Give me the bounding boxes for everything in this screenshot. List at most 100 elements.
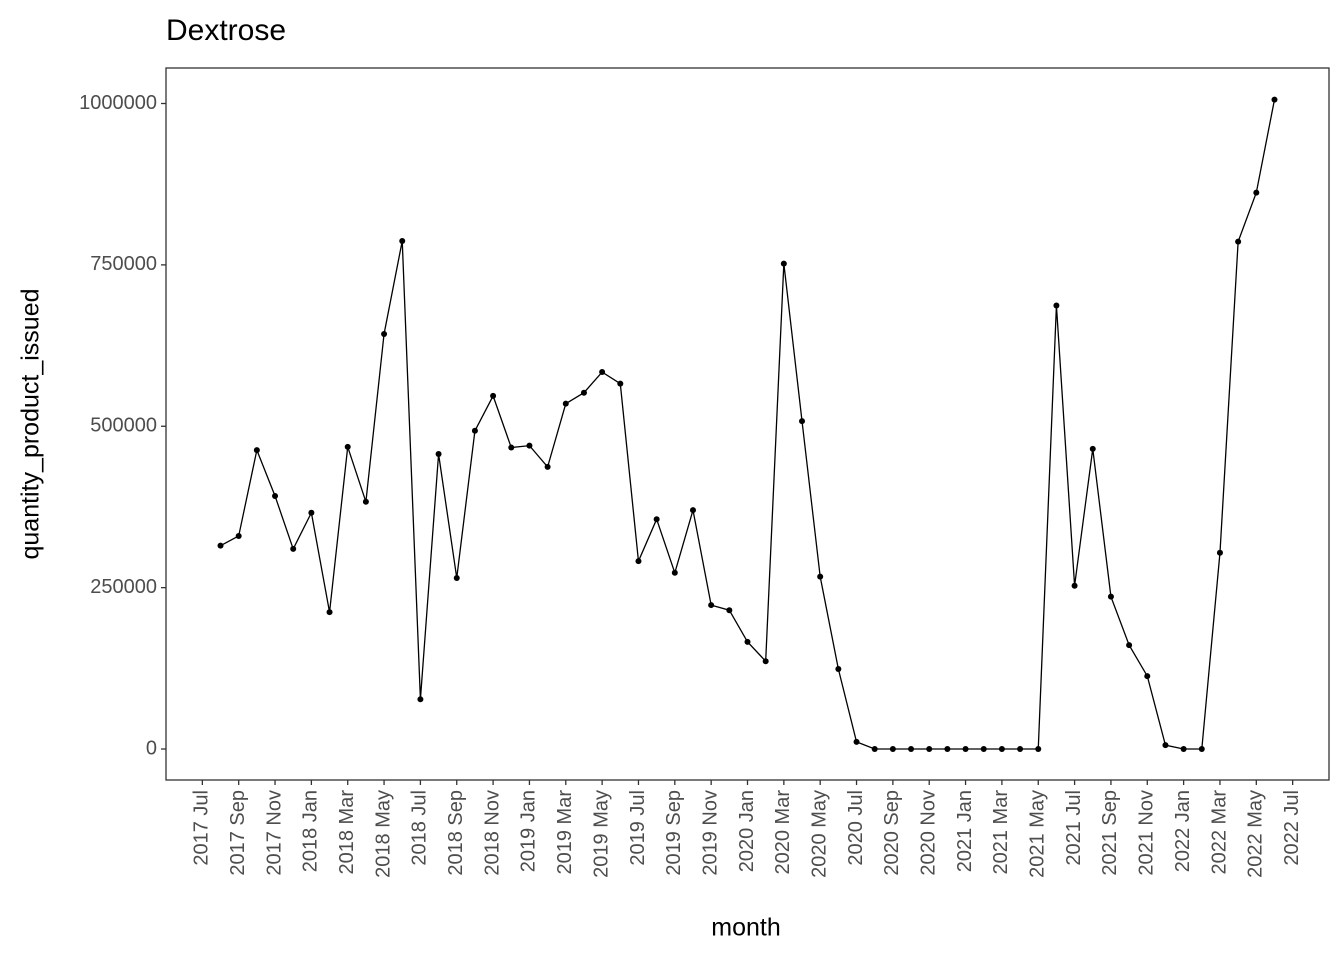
- data-point: [435, 451, 442, 458]
- data-point: [253, 447, 260, 454]
- y-tick-label: 500000: [90, 415, 157, 437]
- data-point: [889, 746, 896, 753]
- x-tick-label: 2020 Sep: [881, 790, 903, 876]
- data-point: [471, 427, 478, 434]
- x-tick-label: 2019 Jul: [627, 790, 649, 866]
- data-point: [1053, 302, 1060, 309]
- data-point: [1271, 96, 1278, 103]
- x-tick-label: 2020 May: [808, 790, 830, 878]
- data-point: [871, 746, 878, 753]
- x-tick-label: 2021 Nov: [1136, 790, 1158, 876]
- data-point: [926, 746, 933, 753]
- data-point: [1180, 746, 1187, 753]
- data-point: [1126, 642, 1133, 649]
- x-tick-label: 2022 Jul: [1281, 790, 1303, 866]
- data-point: [599, 369, 606, 376]
- data-point: [799, 418, 806, 425]
- data-point: [417, 696, 424, 703]
- data-point: [617, 380, 624, 387]
- x-tick-label: 2018 Sep: [445, 790, 467, 876]
- data-point: [399, 237, 406, 244]
- x-tick-label: 2017 Jul: [191, 790, 213, 866]
- data-point: [1144, 673, 1151, 680]
- x-tick-label: 2017 Nov: [263, 790, 285, 876]
- chart-title: Dextrose: [166, 14, 286, 47]
- x-tick-label: 2022 May: [1245, 790, 1267, 878]
- data-point: [1162, 742, 1169, 749]
- data-point: [689, 507, 696, 514]
- data-point: [308, 509, 315, 516]
- data-point: [762, 658, 769, 665]
- x-tick-label: 2022 Jan: [1172, 790, 1194, 872]
- data-point: [908, 746, 915, 753]
- data-point: [1089, 445, 1096, 452]
- y-tick-label: 750000: [90, 253, 157, 275]
- data-point: [344, 443, 351, 450]
- data-point: [944, 746, 951, 753]
- data-point: [726, 607, 733, 614]
- x-tick-label: 2021 Jan: [954, 790, 976, 872]
- data-point: [381, 330, 388, 337]
- y-tick-label: 1000000: [79, 92, 157, 114]
- data-point: [708, 602, 715, 609]
- data-point: [1198, 746, 1205, 753]
- data-point: [272, 492, 279, 499]
- data-point: [817, 573, 824, 580]
- y-tick-label: 250000: [90, 576, 157, 598]
- x-tick-label: 2021 Jul: [1063, 790, 1085, 866]
- data-point: [1035, 746, 1042, 753]
- x-tick-label: 2019 May: [590, 790, 612, 878]
- data-point: [1235, 238, 1242, 245]
- data-point: [1107, 593, 1114, 600]
- data-point: [835, 665, 842, 672]
- y-axis-label: quantity_product_issued: [17, 288, 45, 559]
- data-point: [1017, 746, 1024, 753]
- x-tick-label: 2018 Jul: [409, 790, 431, 866]
- data-point: [453, 574, 460, 581]
- data-point: [490, 392, 497, 399]
- x-tick-label: 2019 Jan: [518, 790, 540, 872]
- x-tick-label: 2017 Sep: [227, 790, 249, 876]
- data-point: [1216, 549, 1223, 556]
- x-tick-label: 2022 Mar: [1208, 790, 1230, 875]
- data-point: [635, 558, 642, 565]
- x-tick-label: 2019 Nov: [699, 790, 721, 876]
- data-point: [962, 746, 969, 753]
- x-tick-label: 2020 Jul: [845, 790, 867, 866]
- data-point: [217, 542, 224, 549]
- x-tick-label: 2019 Sep: [663, 790, 685, 876]
- data-point: [980, 746, 987, 753]
- data-point: [526, 442, 533, 449]
- data-point: [508, 444, 515, 451]
- y-tick-label: 0: [146, 737, 157, 759]
- data-point: [653, 516, 660, 523]
- data-point: [562, 400, 569, 407]
- data-point: [290, 545, 297, 552]
- data-point: [544, 463, 551, 470]
- data-point: [671, 569, 678, 576]
- data-point: [1253, 189, 1260, 196]
- x-tick-label: 2018 Jan: [300, 790, 322, 872]
- data-point: [580, 389, 587, 396]
- data-point: [235, 532, 242, 539]
- data-point: [362, 498, 369, 505]
- data-point: [1071, 582, 1078, 589]
- x-tick-label: 2019 Mar: [554, 790, 576, 875]
- data-point: [744, 638, 751, 645]
- x-tick-label: 2018 Mar: [336, 790, 358, 875]
- x-tick-label: 2020 Jan: [736, 790, 758, 872]
- data-point: [853, 738, 860, 745]
- x-axis-label: month: [711, 914, 780, 942]
- x-tick-label: 2020 Nov: [918, 790, 940, 876]
- x-tick-label: 2020 Mar: [772, 790, 794, 875]
- data-point: [326, 609, 333, 616]
- x-tick-label: 2021 Mar: [990, 790, 1012, 875]
- data-point: [780, 260, 787, 267]
- x-tick-label: 2021 Sep: [1099, 790, 1121, 876]
- data-point: [998, 746, 1005, 753]
- x-tick-label: 2021 May: [1027, 790, 1049, 878]
- x-tick-label: 2018 Nov: [481, 790, 503, 876]
- x-tick-label: 2018 May: [372, 790, 394, 878]
